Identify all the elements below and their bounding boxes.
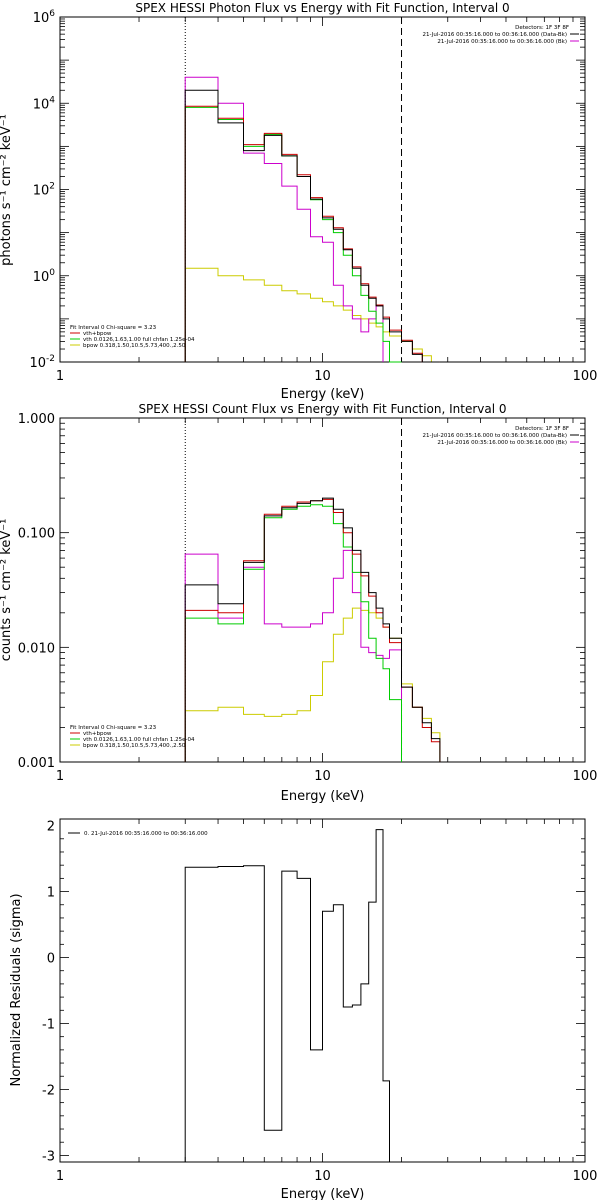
legend-bpow: bpow 0.318,1.50,10.5,5.73,400.,2.50 [83,743,186,749]
legend-bk: 21-Jul-2016 00:35:16.000 to 00:36:16.000… [437,440,567,446]
x-tick-label: 100 [573,1169,598,1184]
series-data [184,829,402,1163]
y-tick-label: -1 [42,1017,55,1032]
x-tick-label: 1 [56,369,64,384]
x-tick-label: 10 [314,769,331,784]
legend-fit-interval: Fit Interval 0 Chi-square = 3.23 [70,725,157,731]
y-tick-label: 0.010 [18,641,55,656]
y-tick-label: 100 [33,268,56,285]
y-tick-label: 10-2 [29,354,55,371]
series-background [184,549,402,762]
x-axis-label: Energy (keV) [281,387,365,402]
x-axis-label: Energy (keV) [281,789,365,804]
legend-vth: vth 0.0126,1.63,1.00 full chfan 1.25e-04 [83,337,195,343]
y-axis-label: Normalized Residuals (sigma) [9,893,24,1086]
y-tick-label: 106 [33,9,56,26]
y-tick-label: 1 [47,886,55,901]
legend-total_model: vth+bpow [83,731,112,737]
panel-2: 1 10 100 0.001 0.010 0.100 1.000 SPEX HESSI Cou… [0,402,597,804]
x-tick-label: 1 [56,769,64,784]
panel-1: 1 10 100 10-2 100 102 104 106 SPEX HESSI Photon … [0,1,597,402]
series-data [184,497,441,762]
chart-title: SPEX HESSI Photon Flux vs Energy with Fi… [135,1,509,15]
y-tick-label: 0.100 [18,527,55,542]
y-tick-label: 0 [47,952,55,967]
series-background [184,76,384,362]
legend-interval: 0. 21-Jul-2016 00:35:16.000 to 00:36:16.… [84,831,208,837]
legend-data-bk: 21-Jul-2016 00:35:16.000 to 00:36:16.000… [423,32,568,38]
x-tick-label: 10 [314,1169,331,1184]
x-tick-label: 100 [573,369,598,384]
legend-bpow: bpow 0.318,1.50,10.5,5.73,400.,2.50 [83,343,186,349]
x-tick-label: 10 [314,369,331,384]
legend-bk: 21-Jul-2016 00:35:16.000 to 00:36:16.000… [437,39,567,45]
y-tick-label: -3 [42,1149,55,1164]
chart-title: SPEX HESSI Count Flux vs Energy with Fit… [138,402,506,416]
y-tick-label: 1.000 [18,412,55,427]
x-axis-label: Energy (keV) [281,1187,365,1200]
y-tick-label: 2 [47,820,55,835]
y-axis-label: photons s⁻¹ cm⁻² keV⁻¹ [0,114,14,266]
series-data [184,89,440,363]
y-tick-label: 0.001 [18,756,55,771]
x-tick-label: 100 [573,769,598,784]
y-tick-label: 102 [33,182,55,199]
legend-detectors: Detectors: 1F 3F 8F [515,25,569,31]
legend-data-bk: 21-Jul-2016 00:35:16.000 to 00:36:16.000… [423,433,568,439]
y-axis-label: counts s⁻¹ cm⁻² keV⁻¹ [0,519,14,662]
legend-vth: vth 0.0126,1.63,1.00 full chfan 1.25e-04 [83,737,195,743]
legend-total_model: vth+bpow [83,331,112,337]
plot-frame [59,16,586,363]
x-tick-label: 1 [56,1169,64,1184]
legend-detectors: Detectors: 1F 3F 8F [515,426,569,432]
y-tick-label: 104 [33,95,56,112]
y-tick-label: -2 [42,1083,55,1098]
series-vth [184,504,402,762]
panel-3: 1 10 100 -3 -2 -1 0 1 2 Energy (keV) Normalized Re… [9,818,598,1200]
legend-fit-interval: Fit Interval 0 Chi-square = 3.23 [70,325,157,331]
plot-frame [59,417,586,763]
